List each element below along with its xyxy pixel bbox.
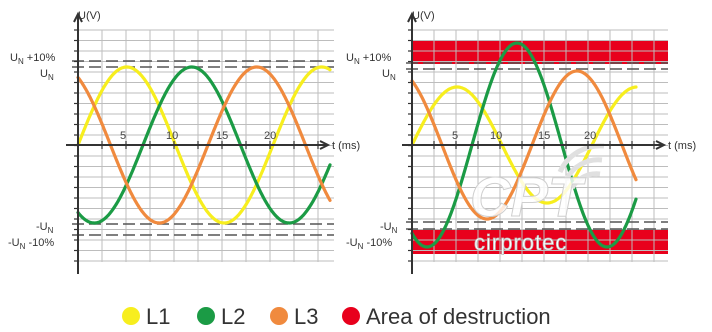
right-curve-l1 [410, 85, 638, 205]
right-phase-curves [410, 41, 638, 249]
right-x-tick-5: 5 [452, 130, 458, 142]
right-axes [402, 11, 667, 274]
legend-item-l1: L1 [122, 304, 170, 329]
right-x-axis-arrow [655, 140, 667, 150]
left-phase-curves [76, 65, 332, 225]
right-y-axis-arrow [407, 11, 417, 23]
legend-item-destruction: Area of destruction [342, 304, 551, 329]
legend: L1 L2 L3 Area of destruction [122, 304, 551, 329]
right-level-un: UN [382, 68, 396, 82]
legend-item-l2: L2 [197, 304, 245, 329]
upper-destruction-area [412, 40, 668, 64]
right-x-tick-10: 10 [490, 130, 502, 142]
left-chart: U(V) t (ms) 5 10 15 20 UN +10% UN -UN -U… [8, 10, 360, 274]
legend-swatch-l2 [197, 307, 215, 325]
right-curve-l3 [410, 69, 638, 221]
left-curve-l2 [76, 65, 332, 225]
left-x-tick-10: 10 [166, 130, 178, 142]
right-level-minus-un-minus-10: -UN -10% [346, 237, 392, 251]
legend-label-l2: L2 [221, 304, 245, 329]
right-chart: CPT cirprotec U(V) t (ms) 5 10 15 20 UN … [346, 10, 696, 274]
legend-label-l3: L3 [294, 304, 318, 329]
left-x-axis-label: t (ms) [332, 140, 360, 152]
left-x-tick-5: 5 [120, 130, 126, 142]
left-tolerance-lines [72, 60, 334, 236]
legend-item-l3: L3 [270, 304, 318, 329]
left-level-un-plus-10: UN +10% [10, 52, 55, 66]
left-level-minus-un-minus-10: -UN -10% [8, 237, 54, 251]
left-curve-l1 [76, 65, 332, 225]
left-x-tick-15: 15 [216, 130, 228, 142]
legend-swatch-l1 [122, 307, 140, 325]
cirprotec-brand-text: cirprotec [474, 230, 567, 255]
right-x-axis-label: t (ms) [668, 140, 696, 152]
right-level-minus-un: -UN [380, 221, 398, 235]
left-x-axis-arrow [319, 140, 331, 150]
legend-swatch-destruction [342, 307, 360, 325]
left-curve-l3 [76, 65, 332, 225]
right-curve-l2 [410, 41, 638, 249]
left-level-minus-un: -UN [36, 221, 54, 235]
left-y-axis-label: U(V) [78, 10, 101, 22]
left-axes [66, 11, 331, 274]
left-y-axis-arrow [73, 11, 83, 23]
legend-label-l1: L1 [146, 304, 170, 329]
right-x-tick-20: 20 [584, 130, 596, 142]
left-level-un: UN [40, 68, 54, 82]
left-x-tick-20: 20 [264, 130, 276, 142]
right-y-axis-label: U(V) [412, 10, 435, 22]
legend-swatch-l3 [270, 307, 288, 325]
cpt-logo-text: CPT [470, 165, 587, 228]
right-level-un-plus-10: UN +10% [346, 52, 391, 66]
legend-label-destruction: Area of destruction [366, 304, 551, 329]
right-x-tick-15: 15 [538, 130, 550, 142]
